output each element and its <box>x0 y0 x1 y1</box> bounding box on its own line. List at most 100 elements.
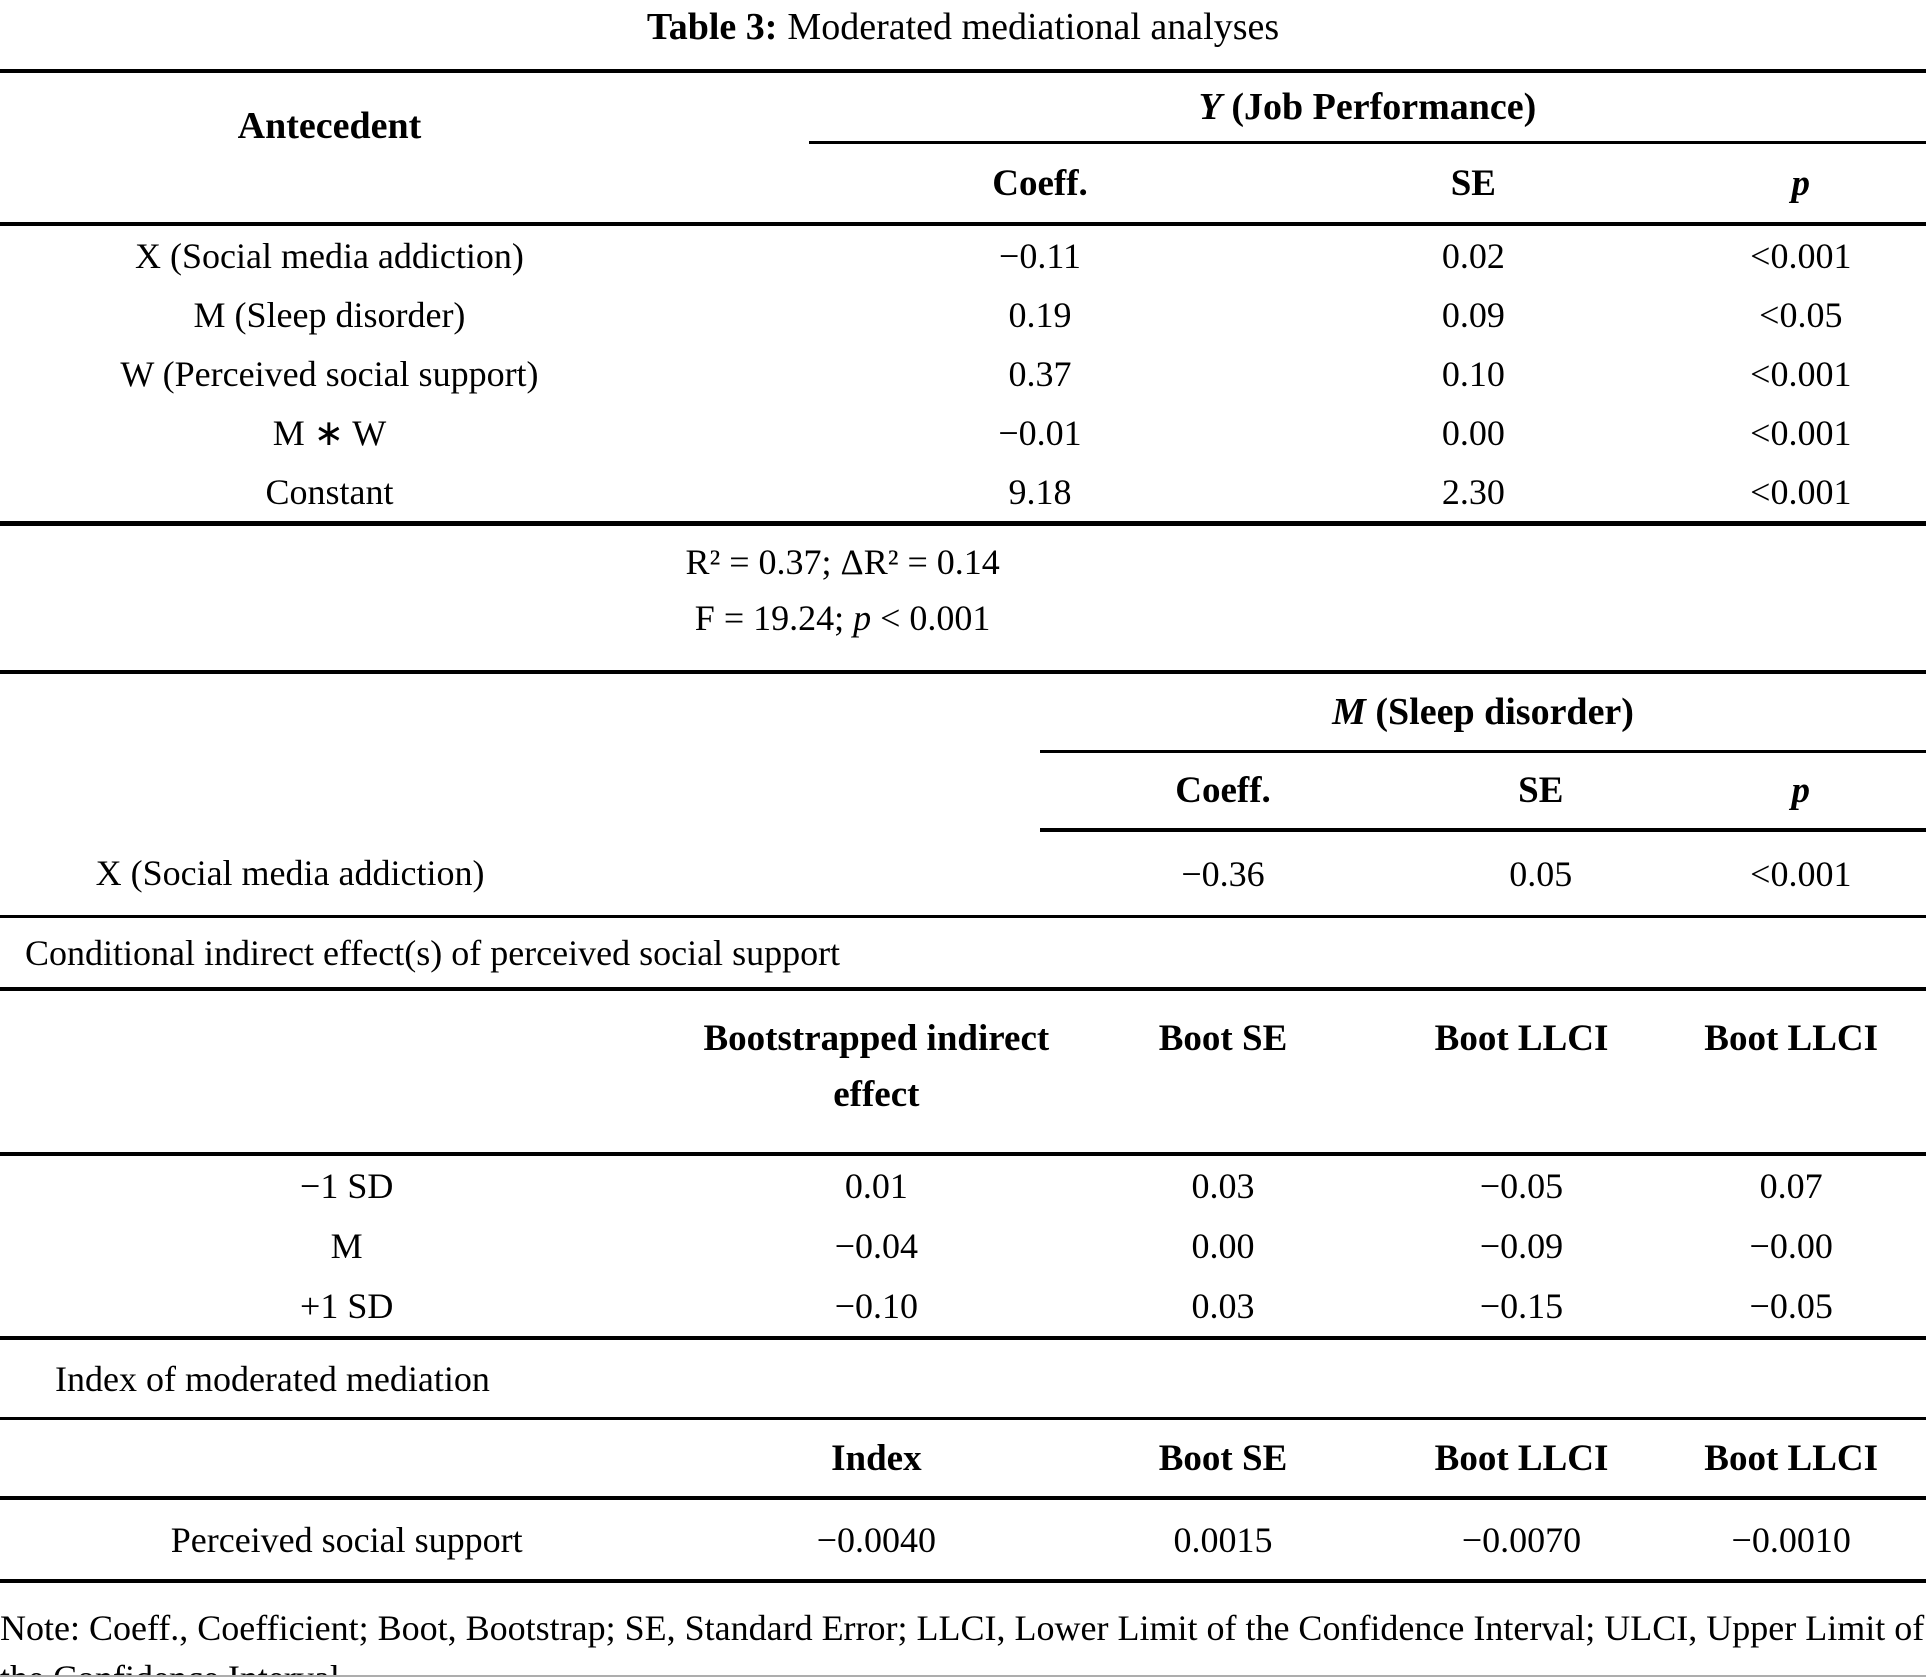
table-header: M (Sleep disorder) Coeff. SE p <box>0 674 1926 832</box>
p-column-header: p <box>1675 751 1926 832</box>
table-row: M (Sleep disorder) 0.19 0.09 <0.05 <box>0 285 1926 344</box>
conditional-effects-heading: Conditional indirect effect(s) of percei… <box>0 918 1926 991</box>
se-value: 2.30 <box>1271 462 1676 526</box>
table-row: −1 SD 0.01 0.03 −0.05 0.07 <box>0 1154 1926 1216</box>
effect-value: −0.10 <box>693 1276 1060 1340</box>
boot-se-value: 0.03 <box>1059 1276 1387 1340</box>
boot-ulci-header: Boot LLCI <box>1656 1420 1926 1500</box>
table-footnote: Note: Coeff., Coefficient; Boot, Bootstr… <box>0 1608 1925 1677</box>
model-fit-lines: R² = 0.37; ΔR² = 0.14 F = 19.24; p < 0.0… <box>0 534 1685 646</box>
llci-value: −0.05 <box>1479 1166 1564 1206</box>
m-variable-label: (Sleep disorder) <box>1365 691 1634 733</box>
f-statistic-line: F = 19.24; p < 0.001 <box>0 590 1685 646</box>
row-label: W (Perceived social support) <box>120 353 539 394</box>
table-header: Bootstrapped indirect effect Boot SE Boo… <box>0 991 1926 1156</box>
y-spanner-header: Y (Job Performance) <box>808 71 1926 144</box>
table-row: Perceived social support −0.0040 0.0015 … <box>0 1498 1926 1583</box>
empty-cell <box>0 674 1040 752</box>
y-variable: Y <box>1198 86 1222 128</box>
m-variable: M <box>1332 691 1366 733</box>
row-label: X (Social media addiction) <box>135 235 524 276</box>
empty-cell <box>0 752 1040 831</box>
ulci-value: −0.00 <box>1749 1226 1833 1266</box>
ulci-value: 0.07 <box>1759 1166 1823 1206</box>
index-header: Index <box>693 1420 1060 1500</box>
empty-cell <box>0 1420 694 1500</box>
ulci-value: −0.05 <box>1656 1276 1926 1340</box>
llci-value: −0.0070 <box>1386 1498 1657 1583</box>
y-variable-label: (Job Performance) <box>1221 86 1537 128</box>
f-statistic-suffix: < 0.001 <box>871 598 991 638</box>
row-label: M (Sleep disorder) <box>193 294 466 335</box>
boot-se-value: 0.0015 <box>1059 1498 1387 1583</box>
column-header-row: Bootstrapped indirect effect Boot SE Boo… <box>0 991 1926 1156</box>
f-statistic-prefix: F = 19.24; <box>694 598 854 638</box>
coeff-value: 0.37 <box>1008 353 1072 394</box>
table-row: Constant 9.18 2.30 <0.001 <box>0 462 1926 526</box>
p-value: <0.001 <box>1750 235 1852 276</box>
table-row: M −0.04 0.00 −0.09 −0.00 <box>0 1216 1926 1276</box>
column-header-row: Coeff. SE p <box>0 751 1926 832</box>
p-column-header: p <box>1675 142 1926 226</box>
table-row: +1 SD −0.10 0.03 −0.15 −0.05 <box>0 1276 1926 1340</box>
r-squared-line: R² = 0.37; ΔR² = 0.14 <box>685 542 1000 582</box>
antecedent-header: Antecedent <box>0 71 809 226</box>
page-bottom-edge <box>0 1675 1926 1677</box>
p-value: <0.001 <box>1750 412 1852 453</box>
coeff-column-header: Coeff. <box>1040 751 1406 832</box>
boot-llci-header: Boot LLCI <box>1386 991 1657 1156</box>
coeff-value: −0.36 <box>1040 830 1406 918</box>
index-mediation-heading: Index of moderated mediation <box>0 1340 1926 1420</box>
m-spanner-header: M (Sleep disorder) <box>1040 674 1926 753</box>
moderator-label: Perceived social support <box>0 1498 694 1583</box>
moderator-level-label: +1 SD <box>0 1276 694 1340</box>
spanner-row: Antecedent Y (Job Performance) <box>0 71 1926 226</box>
effect-value: −0.04 <box>834 1226 918 1266</box>
table-row: X (Social media addiction) −0.36 0.05 <0… <box>0 830 1926 918</box>
table-number: Table 3: <box>646 6 778 48</box>
boot-se-value: 0.03 <box>1191 1166 1255 1206</box>
coeff-value: 0.19 <box>1008 294 1072 335</box>
coeff-column-header: Coeff. <box>808 142 1272 226</box>
table-body: X (Social media addiction) −0.11 0.02 <0… <box>0 224 1926 526</box>
regression-table-sleep-disorder: M (Sleep disorder) Coeff. SE p X (Social… <box>0 674 1926 918</box>
moderator-level-label: −1 SD <box>300 1166 394 1206</box>
se-value: 0.10 <box>1441 353 1505 394</box>
p-value: <0.001 <box>1675 830 1926 918</box>
moderator-level-label: M <box>330 1226 363 1266</box>
se-value: 0.09 <box>1441 294 1505 335</box>
p-symbol: p <box>853 598 872 638</box>
table-row: W (Perceived social support) 0.37 0.10 <… <box>0 344 1926 403</box>
se-column-header: SE <box>1271 142 1676 226</box>
index-mediation-table: Index Boot SE Boot LLCI Boot LLCI Percei… <box>0 1420 1926 1583</box>
coeff-value: −0.11 <box>999 235 1081 276</box>
table-row: X (Social media addiction) −0.11 0.02 <0… <box>0 224 1926 285</box>
table-caption: Table 3: Moderated mediational analyses <box>0 0 1926 69</box>
se-value: 0.00 <box>1441 412 1505 453</box>
table-body: Perceived social support −0.0040 0.0015 … <box>0 1498 1926 1583</box>
coeff-value: −0.01 <box>998 412 1082 453</box>
boot-se-value: 0.00 <box>1191 1226 1255 1266</box>
coeff-value: 9.18 <box>808 462 1272 526</box>
se-column-header: SE <box>1405 751 1676 832</box>
empty-cell <box>0 991 694 1156</box>
column-header-row: Index Boot SE Boot LLCI Boot LLCI <box>0 1420 1926 1500</box>
boot-se-header: Boot SE <box>1059 1420 1387 1500</box>
effect-value: 0.01 <box>844 1166 908 1206</box>
column-header-row: Coeff. SE p <box>0 142 1926 226</box>
ulci-value: −0.0010 <box>1656 1498 1926 1583</box>
table-title-text: Moderated mediational analyses <box>787 6 1280 48</box>
regression-table-job-performance: Antecedent Y (Job Performance) Coeff. SE… <box>0 69 1926 526</box>
table-header: Index Boot SE Boot LLCI Boot LLCI <box>0 1420 1926 1500</box>
p-value: <0.001 <box>1750 353 1852 394</box>
boot-ulci-header: Boot LLCI <box>1656 991 1926 1156</box>
index-value: −0.0040 <box>693 1498 1060 1583</box>
table-body: −1 SD 0.01 0.03 −0.05 0.07 M −0.04 0.00 … <box>0 1154 1926 1340</box>
boot-se-header: Boot SE <box>1059 991 1387 1156</box>
row-label: Constant <box>0 462 809 526</box>
p-value: <0.001 <box>1675 462 1926 526</box>
row-label: M ∗ W <box>272 412 387 453</box>
llci-value: −0.09 <box>1479 1226 1564 1266</box>
table-row: M ∗ W −0.01 0.00 <0.001 <box>0 403 1926 462</box>
